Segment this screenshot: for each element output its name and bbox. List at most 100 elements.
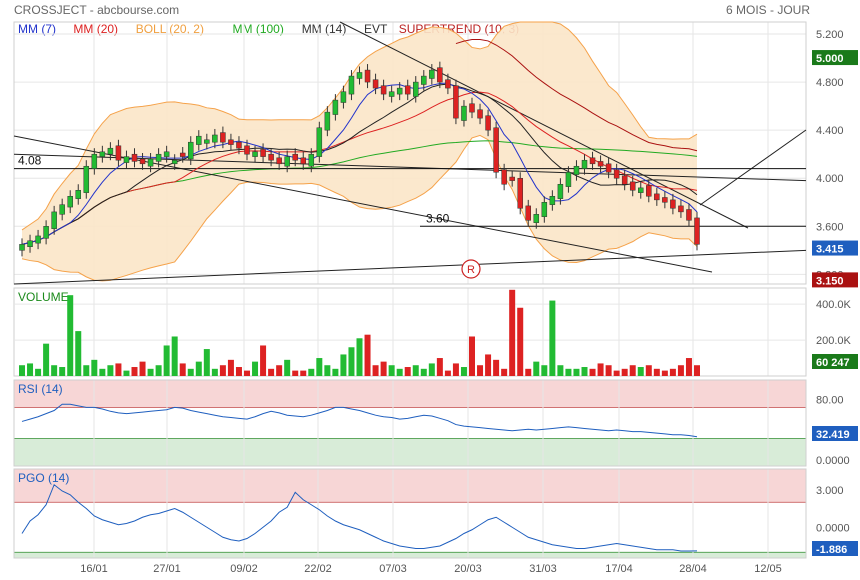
volume-bar: [525, 368, 532, 376]
candle-body: [429, 69, 435, 79]
volume-bar: [388, 365, 395, 376]
price-badge: [812, 240, 858, 256]
candle-body: [308, 153, 315, 167]
level-label: 3.60: [426, 211, 450, 225]
candle-body: [51, 211, 57, 229]
volume-bar: [573, 368, 580, 376]
volume-bar: [155, 365, 162, 376]
candle-body: [67, 196, 73, 208]
trend-line: [13, 249, 807, 285]
volume-bar: [597, 363, 604, 376]
x-tick-label: 28/04: [679, 563, 707, 575]
candle-body: [605, 163, 612, 173]
candle-body: [260, 149, 266, 157]
volume-bar: [316, 358, 323, 376]
candle-body: [316, 127, 323, 157]
volume-bar: [51, 365, 58, 376]
candle-body: [300, 157, 306, 165]
price-tick-label: 4.000: [816, 173, 844, 185]
volume-bar: [477, 365, 484, 376]
candle-body: [396, 87, 403, 95]
candle-body: [228, 139, 234, 145]
candle-body: [276, 157, 282, 165]
volume-bar: [661, 370, 668, 376]
volume-bar: [123, 370, 130, 376]
candle-body: [188, 141, 194, 160]
volume-bar: [356, 338, 363, 376]
volume-bar: [694, 365, 700, 376]
bollinger-upper-line: [21, 21, 698, 231]
price-badge: [812, 50, 858, 66]
candle-body: [565, 171, 572, 187]
volume-bar: [653, 368, 660, 376]
volume-tick-label: 400.0K: [816, 299, 852, 311]
volume-bar: [115, 363, 122, 376]
x-tick-label: 07/03: [379, 563, 407, 575]
price-badge-label: 3.150: [816, 275, 844, 287]
candle-body: [493, 127, 499, 173]
volume-bar: [139, 361, 146, 376]
candle-body: [469, 103, 475, 113]
x-tick-label: 31/03: [529, 563, 557, 575]
x-tick-label: 16/01: [80, 563, 108, 575]
pgo-low-zone: [14, 552, 806, 558]
rsi-line: [21, 403, 698, 438]
volume-bar: [469, 336, 475, 376]
volume-bar: [308, 368, 315, 376]
price-tick-label: 4.800: [816, 77, 844, 89]
candle-body: [284, 156, 290, 167]
event-marker-circle: [461, 259, 481, 279]
trend-line: [13, 153, 807, 182]
candle-body: [654, 193, 660, 201]
volume-bar: [43, 343, 50, 376]
candle-body: [445, 79, 451, 89]
candle-body: [220, 132, 226, 143]
candle-body: [252, 151, 258, 157]
candle-body: [99, 151, 106, 157]
candle-body: [670, 199, 676, 209]
candle-body: [332, 99, 339, 115]
volume-bar: [428, 363, 435, 376]
volume-bar: [348, 347, 355, 376]
chart-header-title: CROSSJECT - abcbourse.com: [14, 3, 179, 17]
price-badge-label: 5.000: [816, 53, 844, 65]
volume-bar: [332, 368, 339, 376]
trend-line: [339, 21, 749, 229]
volume-bar: [645, 365, 652, 376]
x-tick-label: 12/05: [754, 563, 782, 575]
volume-bar: [444, 370, 451, 376]
volume-bar: [637, 367, 644, 376]
candle-body: [196, 135, 202, 145]
ma14-line: [21, 83, 698, 245]
candle-body: [678, 205, 684, 213]
volume-bar: [685, 358, 692, 376]
candle-body: [437, 67, 443, 83]
pgo-line: [21, 483, 698, 552]
volume-bar: [75, 331, 82, 376]
candle-body: [694, 217, 700, 245]
legend-item: BOLL (20, 2): [136, 22, 204, 36]
candle-body: [613, 169, 620, 179]
x-tick-label: 27/01: [153, 563, 181, 575]
volume-bar: [91, 359, 98, 376]
candle-body: [453, 85, 459, 119]
volume-bar: [107, 365, 114, 376]
volume-bar: [436, 358, 443, 376]
candle-body: [123, 156, 130, 163]
price-tick-label: 5.200: [816, 29, 844, 41]
candle-body: [212, 134, 218, 143]
volume-bar: [252, 361, 259, 376]
chart-header-period: 6 MOIS - JOUR: [726, 3, 810, 17]
candle-body: [83, 165, 90, 193]
volume-bar: [541, 365, 548, 376]
volume-bar: [613, 370, 620, 376]
candle-body: [107, 147, 114, 155]
candle-body: [581, 159, 588, 169]
volume-badge: [812, 354, 858, 369]
candle-body: [485, 115, 491, 131]
candle-body: [155, 153, 162, 162]
price-badge-label: 3.415: [816, 244, 844, 256]
volume-bar: [203, 349, 210, 376]
pgo-tick-label: 3.000: [816, 485, 844, 497]
